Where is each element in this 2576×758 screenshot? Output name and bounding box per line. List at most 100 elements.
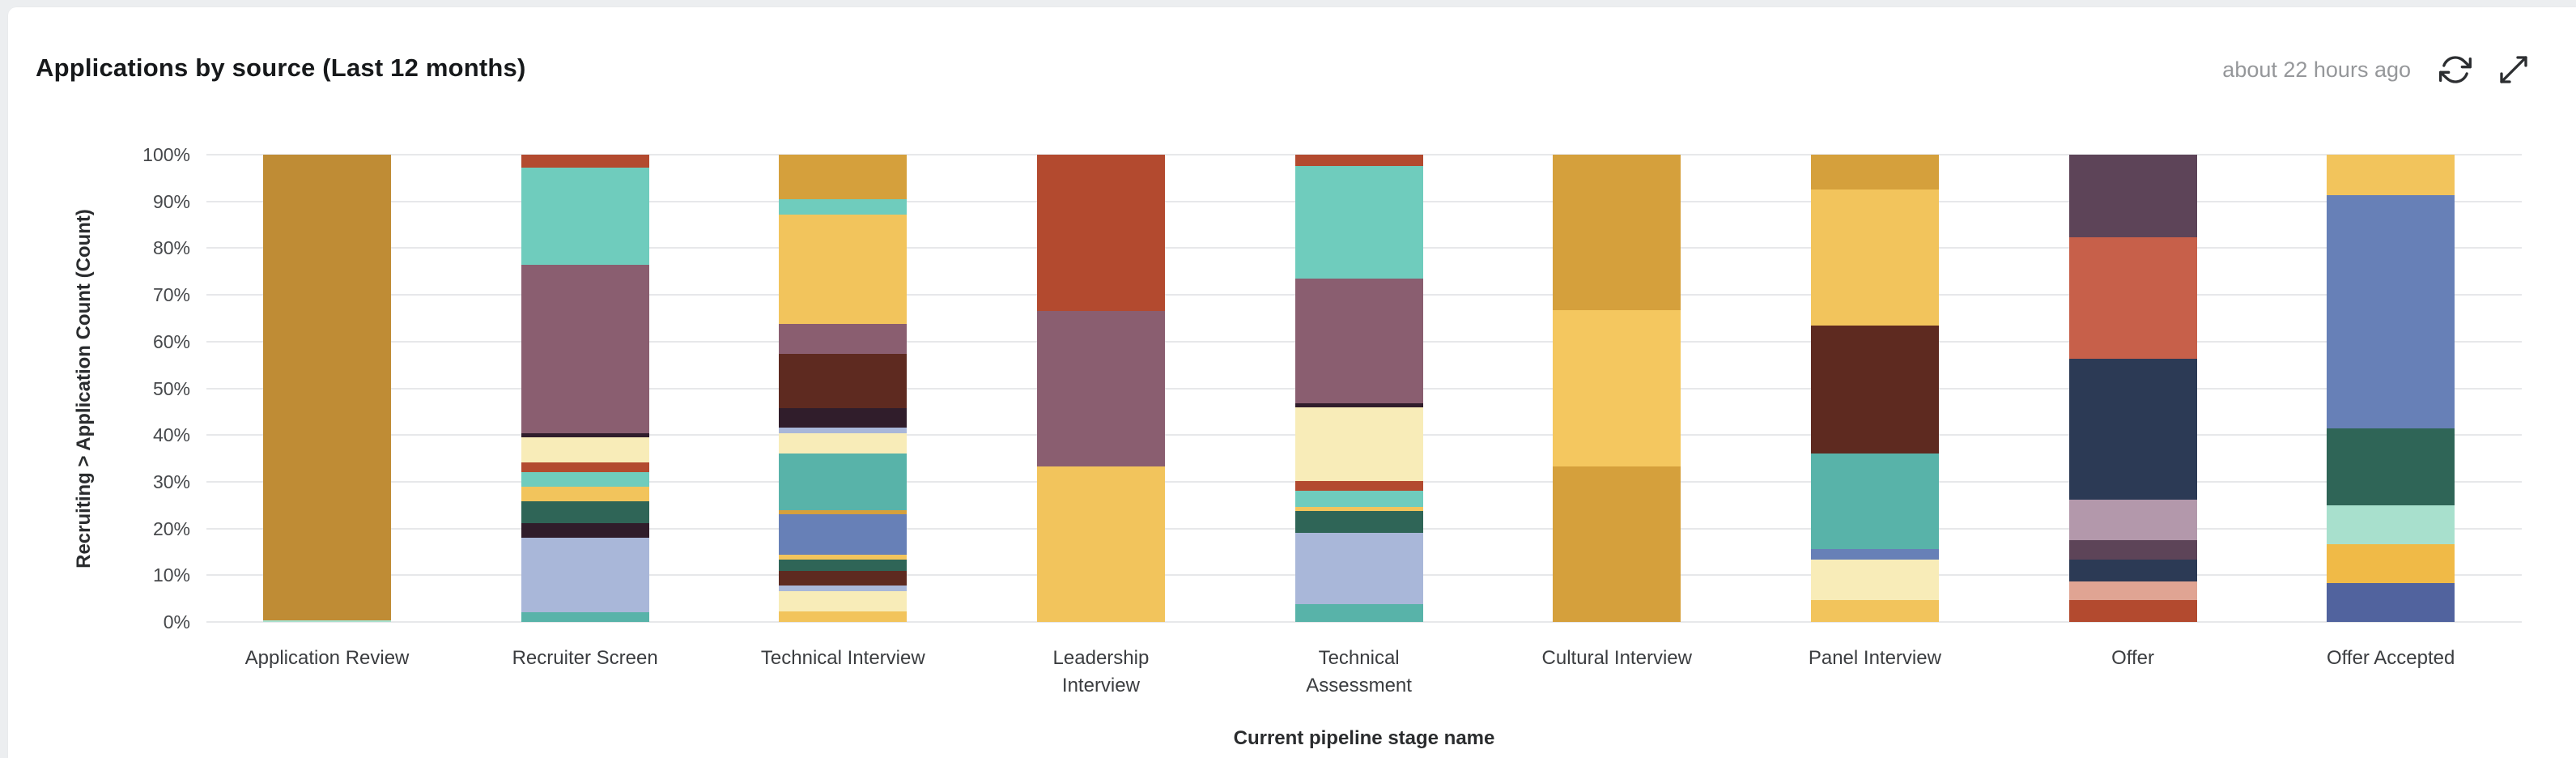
bar-segment[interactable] bbox=[2068, 236, 2197, 360]
bar-segment[interactable] bbox=[1036, 155, 1165, 311]
bar-segment[interactable] bbox=[2068, 599, 2197, 622]
bar-segment[interactable] bbox=[2068, 560, 2197, 581]
bar-segment[interactable] bbox=[1810, 454, 1939, 549]
bar-segment[interactable] bbox=[2327, 544, 2455, 583]
stacked-bar-panel-interview[interactable] bbox=[1810, 155, 1939, 622]
y-axis-tick-label: 10% bbox=[152, 564, 190, 586]
stacked-bar-technical-assessment[interactable] bbox=[1294, 155, 1423, 622]
y-axis-tick-label: 20% bbox=[152, 517, 190, 539]
bar-segment[interactable] bbox=[1294, 507, 1423, 512]
bar-segment[interactable] bbox=[2327, 582, 2455, 622]
bar-segment[interactable] bbox=[779, 554, 908, 560]
y-axis-tick-label: 100% bbox=[142, 144, 190, 165]
bar-segment[interactable] bbox=[1294, 491, 1423, 507]
x-axis-category-label: Cultural Interview bbox=[1541, 647, 1692, 669]
bar-segment[interactable] bbox=[263, 620, 391, 622]
bar-segment[interactable] bbox=[1294, 511, 1423, 534]
bar-segment[interactable] bbox=[779, 586, 908, 592]
bar-segment[interactable] bbox=[779, 324, 908, 354]
stacked-bar-offer[interactable] bbox=[2068, 155, 2197, 622]
bar-segment[interactable] bbox=[2068, 500, 2197, 540]
bar-segment[interactable] bbox=[779, 591, 908, 611]
bar-segment[interactable] bbox=[779, 559, 908, 572]
bar-segment[interactable] bbox=[521, 432, 649, 438]
bar-segment[interactable] bbox=[521, 612, 649, 622]
stacked-bar-technical-interview[interactable] bbox=[779, 155, 908, 622]
bar-segment[interactable] bbox=[2068, 540, 2197, 560]
bar-segment[interactable] bbox=[779, 571, 908, 586]
bar-segment[interactable] bbox=[1553, 155, 1681, 311]
bar-segment[interactable] bbox=[1294, 166, 1423, 279]
bar-segment[interactable] bbox=[779, 214, 908, 325]
bar-segment[interactable] bbox=[521, 486, 649, 501]
stacked-bar-application-review[interactable] bbox=[263, 155, 391, 622]
y-axis-tick-label: 60% bbox=[152, 330, 190, 352]
bar-segment[interactable] bbox=[2068, 581, 2197, 600]
gridline bbox=[206, 621, 2522, 623]
stacked-bar-recruiter-screen[interactable] bbox=[521, 155, 649, 622]
bar-segment[interactable] bbox=[2327, 505, 2455, 545]
bar-segment[interactable] bbox=[521, 168, 649, 266]
stacked-bar-cultural-interview[interactable] bbox=[1553, 155, 1681, 622]
bar-segment[interactable] bbox=[521, 471, 649, 487]
bar-segment[interactable] bbox=[1294, 604, 1423, 622]
bar-segment[interactable] bbox=[521, 538, 649, 613]
y-axis-tick-label: 90% bbox=[152, 190, 190, 212]
bar-segment[interactable] bbox=[521, 155, 649, 168]
bar-segment[interactable] bbox=[2068, 155, 2197, 237]
expand-icon[interactable] bbox=[2497, 53, 2531, 87]
bar-segment[interactable] bbox=[779, 611, 908, 622]
x-axis-category-label: Technical Assessment bbox=[1306, 647, 1412, 696]
bar-segment[interactable] bbox=[1294, 481, 1423, 492]
bar-segment[interactable] bbox=[521, 522, 649, 539]
bar-segment[interactable] bbox=[779, 510, 908, 514]
x-axis-category-label: Offer bbox=[2111, 647, 2154, 669]
y-axis-tick-label: 70% bbox=[152, 284, 190, 306]
bar-segment[interactable] bbox=[521, 462, 649, 472]
bar-segment[interactable] bbox=[1294, 278, 1423, 403]
bar-segment[interactable] bbox=[263, 155, 391, 621]
bar-segment[interactable] bbox=[1553, 466, 1681, 622]
bar-segment[interactable] bbox=[779, 427, 908, 433]
bar-segment[interactable] bbox=[779, 198, 908, 215]
x-axis-category-label: Panel Interview bbox=[1808, 647, 1941, 669]
bar-segment[interactable] bbox=[2327, 155, 2455, 195]
last-updated-timestamp: about 22 hours ago bbox=[2222, 57, 2411, 82]
bar-segment[interactable] bbox=[521, 265, 649, 433]
bar-segment[interactable] bbox=[1036, 466, 1165, 622]
bar-segment[interactable] bbox=[779, 454, 908, 511]
refresh-icon[interactable] bbox=[2438, 53, 2472, 87]
bar-segment[interactable] bbox=[521, 437, 649, 462]
y-axis-tick-label: 80% bbox=[152, 237, 190, 259]
bar-segment[interactable] bbox=[2327, 194, 2455, 428]
bar-segment[interactable] bbox=[2327, 428, 2455, 505]
bar-segment[interactable] bbox=[1294, 533, 1423, 604]
stacked-bar-offer-accepted[interactable] bbox=[2327, 155, 2455, 622]
bar-segment[interactable] bbox=[1810, 326, 1939, 454]
bar-segment[interactable] bbox=[1810, 548, 1939, 560]
x-axis-category-label: Application Review bbox=[244, 647, 410, 669]
bar-segment[interactable] bbox=[1036, 310, 1165, 466]
bar-segment[interactable] bbox=[1294, 407, 1423, 482]
bar-segment[interactable] bbox=[1810, 600, 1939, 622]
y-axis-tick-label: 0% bbox=[163, 611, 190, 632]
bar-segment[interactable] bbox=[1294, 402, 1423, 408]
x-axis-category-label: Technical Interview bbox=[760, 647, 925, 669]
chart-title: Applications by source (Last 12 months) bbox=[36, 53, 526, 82]
y-axis-tick-label: 50% bbox=[152, 377, 190, 399]
bar-segment[interactable] bbox=[521, 500, 649, 523]
bar-segment[interactable] bbox=[1810, 155, 1939, 190]
bar-segment[interactable] bbox=[779, 155, 908, 199]
bar-segment[interactable] bbox=[779, 513, 908, 555]
bar-segment[interactable] bbox=[779, 407, 908, 428]
bar-segment[interactable] bbox=[1294, 155, 1423, 167]
bar-segment[interactable] bbox=[779, 353, 908, 408]
y-axis-tick-label: 40% bbox=[152, 424, 190, 446]
bar-segment[interactable] bbox=[1553, 310, 1681, 466]
bar-segment[interactable] bbox=[779, 432, 908, 454]
bar-segment[interactable] bbox=[2068, 359, 2197, 500]
stacked-bar-leadership-interview[interactable] bbox=[1036, 155, 1165, 622]
x-axis-category-label: Recruiter Screen bbox=[512, 647, 658, 669]
bar-segment[interactable] bbox=[1810, 189, 1939, 326]
bar-segment[interactable] bbox=[1810, 560, 1939, 601]
